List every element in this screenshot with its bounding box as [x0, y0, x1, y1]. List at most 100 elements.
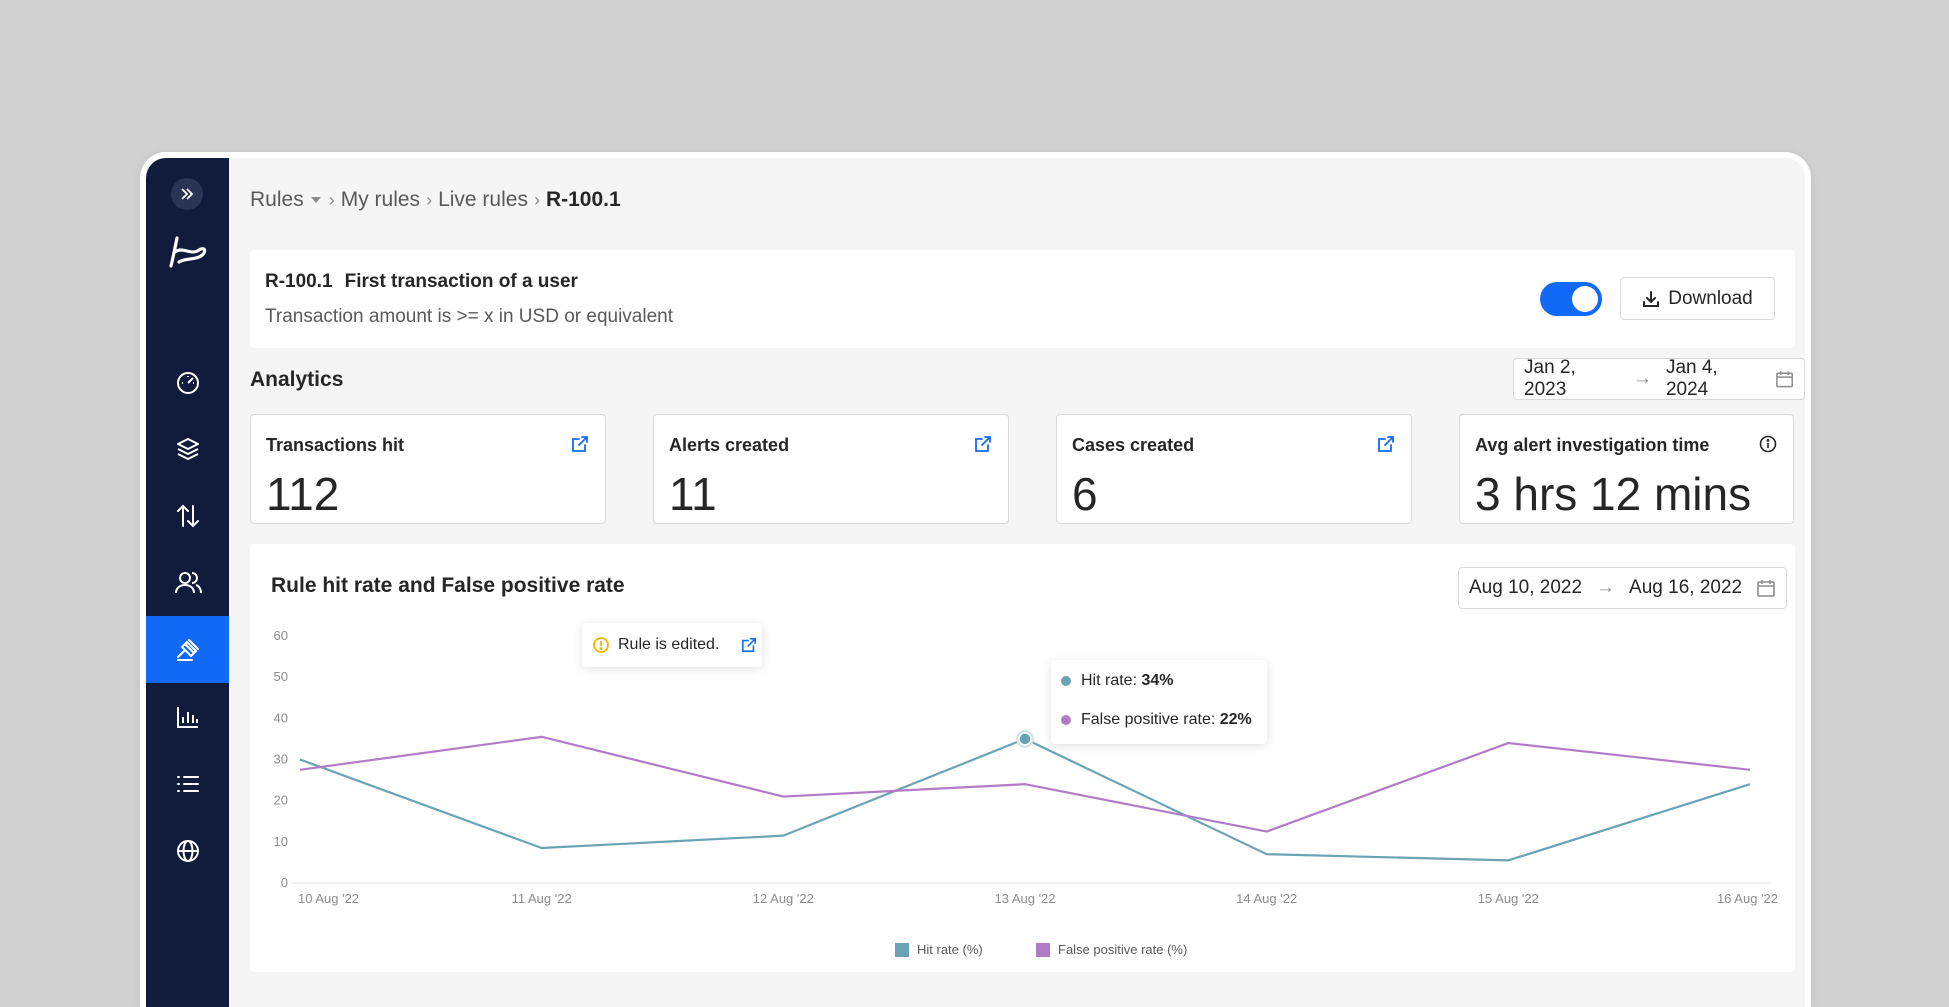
legend-swatch [1036, 942, 1050, 957]
gauge-icon [176, 371, 199, 394]
legend-label: Hit rate (%) [917, 942, 983, 957]
stat-label: Avg alert investigation time [1475, 435, 1710, 455]
list-icon [176, 775, 199, 792]
y-tick-label: 10 [274, 834, 288, 849]
tooltip-hit-value: 34% [1141, 672, 1174, 689]
nav-transactions[interactable] [146, 482, 229, 549]
line-chart: 0 10 20 30 40 50 60 10 Aug '22 11 Aug '22 12 Aug … [274, 628, 1778, 906]
external-link-icon[interactable] [571, 435, 589, 453]
caret-down-icon[interactable] [310, 197, 321, 203]
tooltip-fp-label: False positive rate: [1081, 711, 1220, 728]
tooltip-fp-value: 22% [1219, 711, 1252, 728]
app-window: Rules › My rules › Live rules › R-100.1 … [140, 152, 1811, 1007]
rule-id: R-100.1 [265, 271, 333, 292]
chart-title: Rule hit rate and False positive rate [271, 574, 625, 597]
users-icon [174, 571, 202, 593]
x-tick-label: 15 Aug '22 [1478, 891, 1539, 906]
chart-date-from: Aug 10, 2022 [1469, 577, 1583, 598]
sidebar [146, 158, 229, 1007]
download-button[interactable]: Download [1620, 277, 1775, 320]
breadcrumb-my-rules[interactable]: My rules [340, 188, 421, 211]
nav-users[interactable] [146, 549, 229, 616]
stat-value: 6 [1072, 468, 1098, 520]
y-tick-label: 50 [274, 669, 288, 684]
y-tick-label: 40 [274, 710, 288, 725]
main-content: Rules › My rules › Live rules › R-100.1 … [229, 158, 1805, 1007]
toggle-knob [1572, 286, 1598, 312]
warning-icon [593, 637, 609, 653]
chart-card: Rule hit rate and False positive rate Au… [250, 544, 1795, 972]
breadcrumb-current: R-100.1 [545, 188, 621, 211]
nav-lists[interactable] [146, 750, 229, 817]
download-label: Download [1668, 287, 1753, 309]
globe-icon [176, 839, 199, 862]
stat-label: Transactions hit [266, 435, 405, 455]
download-icon [1643, 290, 1660, 307]
y-tick-label: 20 [274, 793, 288, 808]
transfer-arrows-icon [176, 504, 199, 527]
x-tick-label: 11 Aug '22 [512, 891, 572, 906]
x-tick-label: 10 Aug '22 [298, 891, 359, 906]
chart-hover-tooltip: Hit rate: 34% False positive rate: 22% [1051, 660, 1267, 744]
rule-edited-tooltip: Rule is edited. [582, 623, 762, 667]
nav-layers[interactable] [146, 415, 229, 482]
false-positive-dot [1061, 715, 1071, 725]
rule-enabled-toggle[interactable] [1540, 282, 1602, 316]
analytics-date-range[interactable]: Jan 2, 2023 → Jan 4, 2024 [1513, 357, 1805, 400]
info-icon[interactable] [1759, 435, 1777, 453]
x-tick-label: 13 Aug '22 [994, 891, 1055, 906]
nav-dashboard[interactable] [146, 348, 229, 415]
rule-description: Transaction amount is >= x in USD or equ… [265, 306, 673, 327]
layers-icon [176, 437, 199, 460]
stat-card-alerts-created: Alerts created 11 [653, 414, 1009, 524]
tooltip-hit-text: Hit rate: 34% [1081, 672, 1174, 690]
nav-global[interactable] [146, 817, 229, 884]
legend-false-positive[interactable]: False positive rate (%) [1036, 942, 1187, 957]
nav-rules[interactable] [146, 616, 229, 683]
analytics-date-to: Jan 4, 2024 [1665, 357, 1718, 400]
rule-title: R-100.1 First transaction of a user [265, 271, 578, 293]
rule-header-card: R-100.1 First transaction of a user Trans… [250, 250, 1795, 348]
legend-swatch [895, 942, 909, 957]
x-tick-label: 14 Aug '22 [1236, 891, 1297, 906]
calendar-icon [1776, 371, 1793, 388]
arrow-right-icon: → [1632, 368, 1652, 389]
breadcrumb-live-rules[interactable]: Live rules [438, 188, 528, 211]
stat-card-transactions-hit: Transactions hit 112 [250, 414, 606, 524]
expand-sidebar-button[interactable] [171, 178, 203, 210]
y-tick-label: 0 [281, 875, 288, 890]
y-tick-label: 60 [274, 628, 288, 643]
gavel-icon [176, 638, 199, 661]
stat-label: Alerts created [669, 435, 790, 455]
external-link-icon[interactable] [974, 435, 992, 453]
highlight-point [1018, 732, 1032, 746]
rule-edited-text: Rule is edited. [618, 636, 720, 653]
stat-value: 3 hrs 12 mins [1475, 468, 1752, 520]
chart-date-range[interactable]: Aug 10, 2022 → Aug 16, 2022 [1458, 567, 1788, 609]
chart-date-to: Aug 16, 2022 [1629, 577, 1743, 598]
nav-reports[interactable] [146, 683, 229, 750]
external-link-icon[interactable] [1377, 435, 1395, 453]
tooltip-fp-text: False positive rate: 22% [1081, 711, 1252, 729]
app-logo[interactable] [161, 226, 213, 278]
stat-value: 11 [669, 468, 717, 520]
tooltip-fp-row: False positive rate: 22% [1061, 711, 1252, 729]
bar-chart-icon [176, 706, 198, 728]
double-chevron-right-icon [181, 188, 194, 200]
stat-label: Cases created [1072, 435, 1195, 455]
breadcrumb: Rules › My rules › Live rules › R-100.1 [250, 188, 621, 212]
chevron-right-icon: › [533, 189, 540, 210]
legend-hit-rate[interactable]: Hit rate (%) [895, 942, 983, 957]
chevron-right-icon: › [328, 189, 335, 210]
y-tick-label: 30 [274, 752, 288, 767]
hit-rate-line [299, 737, 1751, 862]
breadcrumb-rules[interactable]: Rules [250, 188, 304, 211]
stat-value: 112 [266, 468, 340, 520]
tooltip-hit-row: Hit rate: 34% [1061, 672, 1174, 690]
hit-rate-dot [1061, 676, 1071, 686]
x-tick-label: 12 Aug '22 [753, 891, 814, 906]
external-link-icon[interactable] [741, 637, 757, 653]
x-tick-label: 16 Aug '22 [1717, 891, 1778, 906]
calendar-icon [1757, 580, 1775, 597]
stat-card-cases-created: Cases created 6 [1056, 414, 1412, 524]
